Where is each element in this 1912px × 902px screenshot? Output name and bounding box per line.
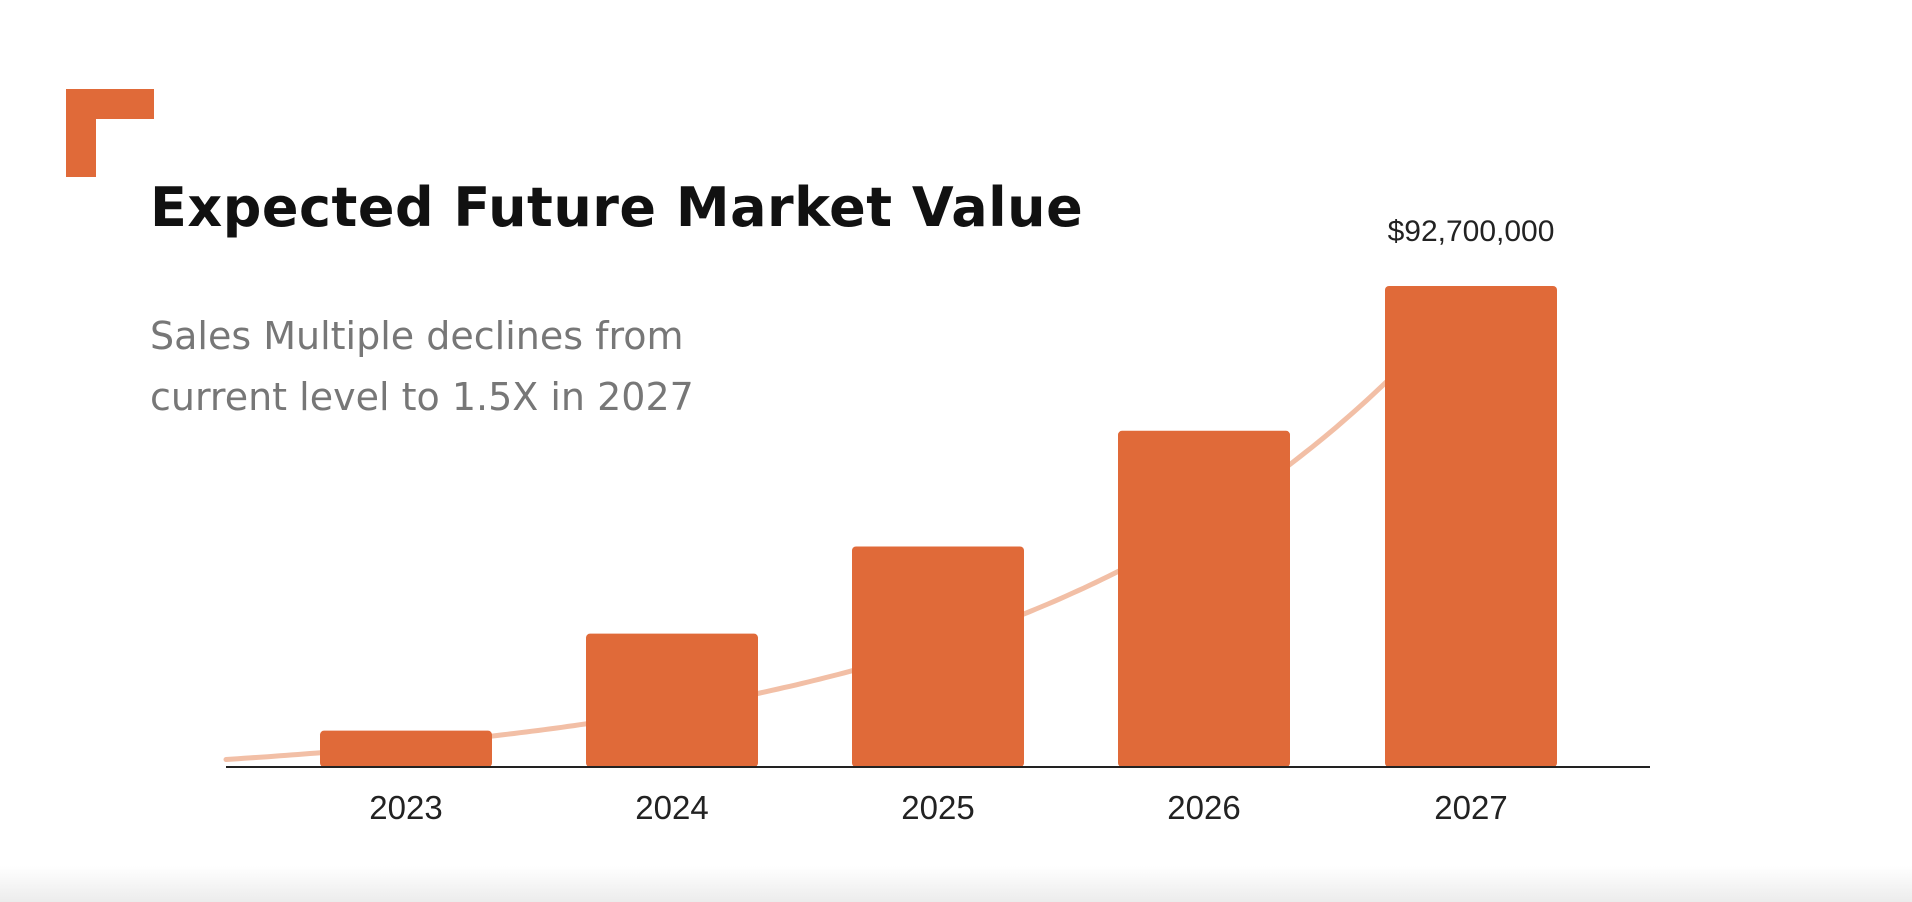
chart-subtitle: Sales Multiple declines from current lev… <box>150 306 790 428</box>
corner-accent-mark <box>66 89 154 177</box>
x-tick-label-2024: 2024 <box>635 789 708 826</box>
x-tick-label-2023: 2023 <box>369 789 442 826</box>
bar-2026 <box>1118 430 1290 767</box>
bottom-edge-shadow <box>0 866 1912 902</box>
chart-subtitle-line-1: Sales Multiple declines from <box>150 314 684 358</box>
x-tick-label-2025: 2025 <box>901 789 974 826</box>
bar-2024 <box>586 633 758 767</box>
bar-2027 <box>1385 286 1557 767</box>
x-tick-label-2026: 2026 <box>1167 789 1240 826</box>
data-label-2027: $92,700,000 <box>1388 215 1555 248</box>
chart-subtitle-line-2: current level to 1.5X in 2027 <box>150 375 694 419</box>
bar-2025 <box>852 546 1024 767</box>
bar-2023 <box>320 730 492 767</box>
corner-accent-vertical <box>66 89 96 177</box>
chart-title: Expected Future Market Value <box>150 176 1084 239</box>
x-tick-label-2027: 2027 <box>1434 789 1507 826</box>
